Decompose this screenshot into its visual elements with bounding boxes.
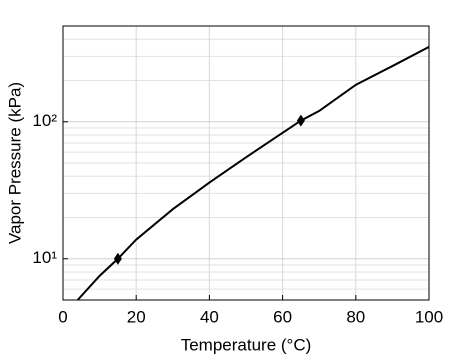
x-tick-label: 40 xyxy=(200,307,219,326)
x-tick-label: 60 xyxy=(273,307,292,326)
marker xyxy=(296,114,305,127)
y-tick-label: 10¹ xyxy=(32,248,57,267)
line xyxy=(76,45,430,301)
y-axis-label: Vapor Pressure (kPa) xyxy=(5,82,24,244)
x-tick-label: 0 xyxy=(58,307,67,326)
x-tick-label: 100 xyxy=(415,307,443,326)
marker xyxy=(113,252,122,265)
plot-frame xyxy=(62,25,430,301)
x-tick-label: 20 xyxy=(127,307,146,326)
y-tick-label: 10² xyxy=(32,111,57,130)
x-axis-label: Temperature (°C) xyxy=(181,335,312,354)
x-tick-label: 80 xyxy=(346,307,365,326)
